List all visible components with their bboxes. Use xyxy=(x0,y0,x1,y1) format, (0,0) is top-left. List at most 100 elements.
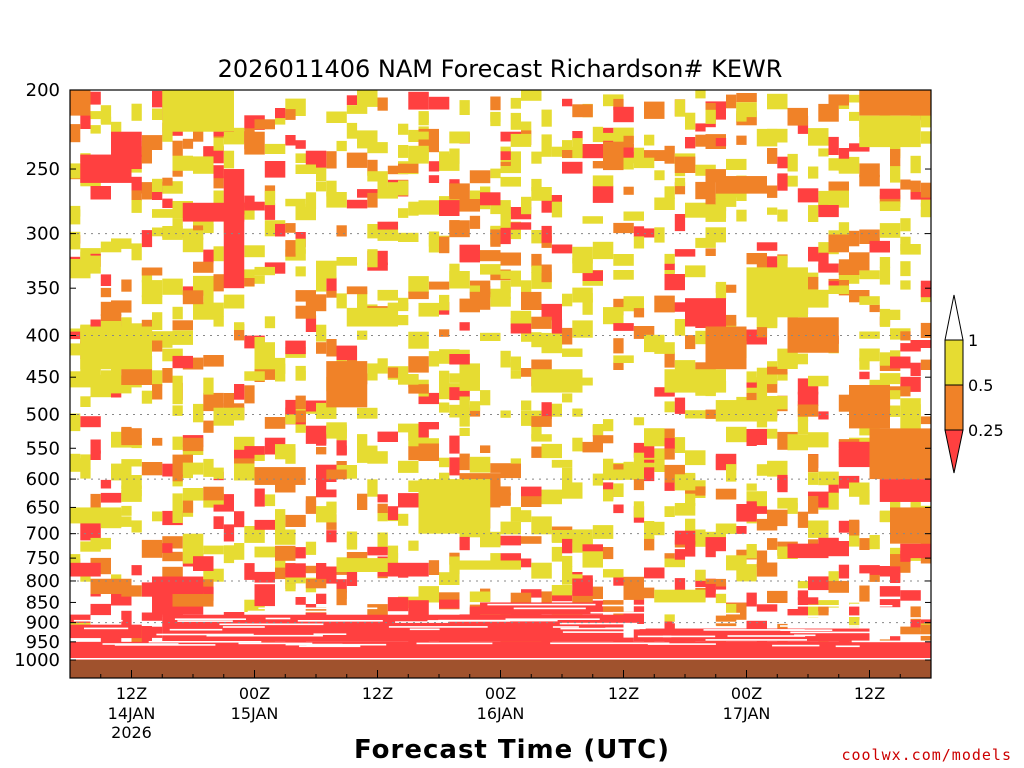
ri-cell xyxy=(726,604,736,613)
ri-cell xyxy=(460,245,481,263)
ri-cell xyxy=(347,200,368,209)
ri-cell xyxy=(613,505,623,514)
ri-cell xyxy=(695,123,705,131)
ri-cell xyxy=(439,600,460,609)
ri-cell xyxy=(880,267,890,285)
ri-cell xyxy=(234,384,244,400)
ri-cell xyxy=(900,414,921,430)
ri-cell xyxy=(173,307,183,320)
ri-cell xyxy=(398,298,408,310)
ri-cell xyxy=(152,384,162,399)
ri-gap xyxy=(889,634,948,636)
ri-cell xyxy=(900,343,921,351)
y-tick-label: 500 xyxy=(26,405,60,426)
ri-cell xyxy=(449,271,470,289)
ri-cell xyxy=(142,183,152,200)
ri-cell xyxy=(859,490,869,505)
plot-area xyxy=(70,90,956,678)
ri-cell xyxy=(880,586,901,597)
legend-swatch-gt1 xyxy=(945,295,963,340)
credit-text[interactable]: coolwx.com/models xyxy=(841,746,1012,764)
ri-cell xyxy=(531,254,541,267)
ri-cell xyxy=(685,335,695,349)
ri-cell xyxy=(603,569,624,577)
ri-cell xyxy=(162,178,172,186)
ri-cell xyxy=(152,109,162,121)
ri-cell xyxy=(511,222,532,229)
ri-cell xyxy=(542,444,563,458)
ri-cell xyxy=(419,111,429,125)
ri-cell xyxy=(675,437,685,453)
ri-gap xyxy=(514,608,586,610)
ri-cell xyxy=(511,507,521,522)
ri-cell xyxy=(316,490,337,498)
ri-cell xyxy=(419,428,429,437)
ri-region xyxy=(880,479,931,502)
ri-cell xyxy=(675,319,685,336)
ri-gap xyxy=(792,620,825,622)
ri-gap xyxy=(239,643,313,645)
ri-cell xyxy=(439,371,449,386)
ri-cell xyxy=(921,416,931,424)
ri-cell xyxy=(798,392,819,406)
ri-cell xyxy=(695,182,716,199)
ri-region xyxy=(337,558,388,572)
ri-cell xyxy=(665,254,675,264)
ri-cell xyxy=(439,200,460,216)
ri-gap xyxy=(790,632,878,634)
ri-cell xyxy=(490,97,500,111)
ri-cell xyxy=(798,581,808,588)
ri-cell xyxy=(665,401,675,412)
ri-cell xyxy=(255,275,265,284)
ri-cell xyxy=(80,416,101,427)
ri-cell xyxy=(747,435,757,446)
ri-cell xyxy=(203,355,224,367)
ri-cell xyxy=(880,189,901,199)
ri-cell xyxy=(203,546,224,555)
ri-cell xyxy=(798,420,808,435)
ri-cell xyxy=(265,316,275,328)
ri-cell xyxy=(480,445,490,453)
ri-cell xyxy=(613,323,634,331)
ri-cell xyxy=(203,250,213,264)
ri-cell xyxy=(101,105,111,123)
ri-cell xyxy=(501,522,522,535)
ri-cell xyxy=(460,363,481,378)
ri-cell xyxy=(603,133,624,141)
ri-cell xyxy=(747,593,757,607)
ri-cell xyxy=(900,331,910,340)
ri-cell xyxy=(193,302,214,320)
ri-cell xyxy=(132,520,142,532)
ri-cell xyxy=(214,138,224,151)
y-tick-label: 700 xyxy=(26,524,60,545)
ri-cell xyxy=(429,351,439,366)
y-tick-label: 450 xyxy=(26,367,60,388)
ri-cell xyxy=(818,606,828,615)
ri-cell xyxy=(460,414,470,427)
ri-gap xyxy=(307,644,387,646)
ri-cell xyxy=(183,500,193,513)
surface-line xyxy=(70,658,931,660)
ri-cell xyxy=(316,506,337,522)
ri-cell xyxy=(859,372,869,380)
ri-cell xyxy=(777,498,798,509)
ri-cell xyxy=(193,411,203,422)
ri-cell xyxy=(162,552,183,561)
ri-gap xyxy=(314,633,347,635)
ri-cell xyxy=(316,563,326,573)
ri-cell xyxy=(111,238,132,249)
ri-cell xyxy=(911,404,921,416)
ri-cell xyxy=(214,246,224,261)
ri-cell xyxy=(654,198,675,211)
ri-cell xyxy=(583,378,593,386)
y-tick-label: 900 xyxy=(26,613,60,634)
ri-cell xyxy=(255,489,265,507)
ri-cell xyxy=(347,105,368,114)
ri-cell xyxy=(470,401,480,411)
x-tick-label: 00Z xyxy=(239,684,270,703)
ri-cell xyxy=(900,261,910,276)
ri-cell xyxy=(665,186,675,199)
ri-cell xyxy=(224,151,234,169)
ri-cell xyxy=(214,408,235,426)
ri-cell xyxy=(542,265,552,283)
